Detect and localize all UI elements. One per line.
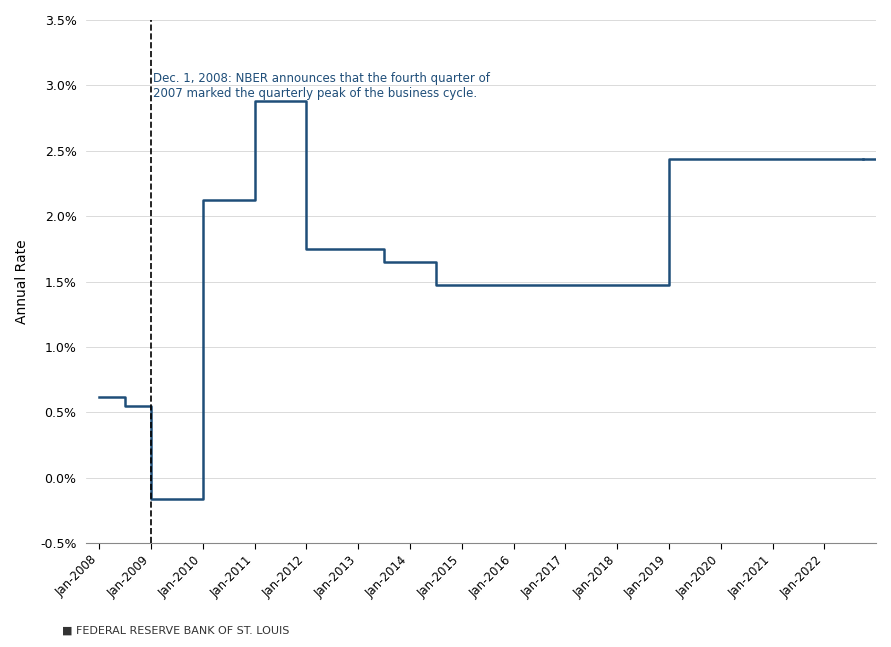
Y-axis label: Annual Rate: Annual Rate — [15, 239, 29, 324]
Text: Dec. 1, 2008: NBER announces that the fourth quarter of
2007 marked the quarterl: Dec. 1, 2008: NBER announces that the fo… — [153, 72, 490, 100]
Text: ■ FEDERAL RESERVE BANK OF ST. LOUIS: ■ FEDERAL RESERVE BANK OF ST. LOUIS — [62, 626, 290, 636]
